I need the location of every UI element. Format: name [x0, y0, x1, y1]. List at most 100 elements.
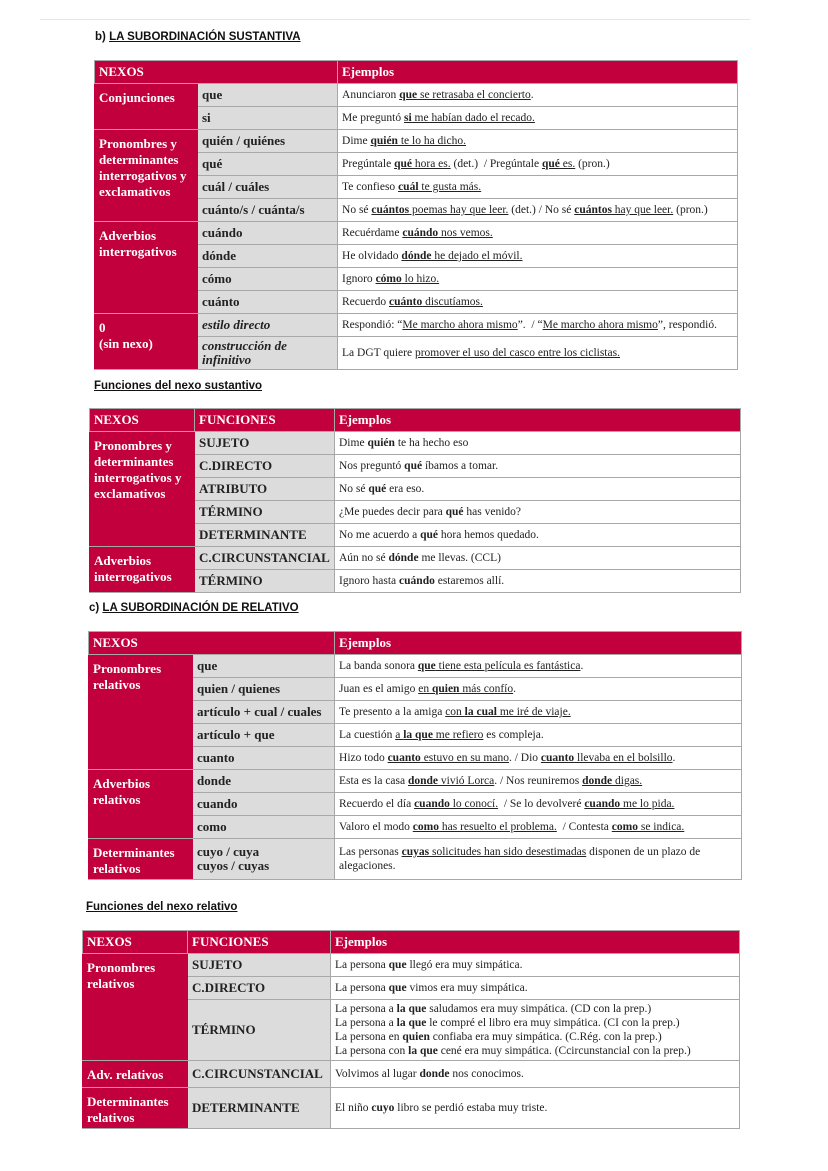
- example-cell: Valoro el modo como has resuelto el prob…: [334, 815, 742, 839]
- group-label: Pronombres y determinantes interrogativo…: [89, 431, 195, 547]
- nexo-cell: cuándo: [196, 221, 339, 245]
- table-subordinacion-relativo: NEXOS Ejemplos Pronombres relativos que La b…: [87, 631, 742, 880]
- example-cell: Las personas cuyas solicitudes han sido …: [334, 838, 742, 880]
- header-row: NEXOS FUNCIONES Ejemplos: [89, 408, 741, 432]
- column-header: Ejemplos: [334, 631, 742, 655]
- nexo-cell: TÉRMINO: [194, 500, 335, 524]
- nexo-cell: que: [191, 654, 336, 678]
- table-row: si Me preguntó si me habían dado el recad…: [95, 106, 738, 130]
- nexo-cell: construcción de infinitivo: [196, 336, 339, 370]
- example-cell: Te confieso cuál te gusta más.: [337, 175, 738, 199]
- nexo-cell: artículo + que: [191, 723, 336, 747]
- table-row: cuanto Hizo todo cuanto estuvo en su mano…: [89, 746, 742, 770]
- table-row: Pronombres relativos SUJETO La persona que…: [82, 953, 740, 1061]
- table-row: DETERMINANTE No me acuerdo a qué hora hem…: [90, 523, 741, 547]
- example-cell: La banda sonora que tiene esta película …: [334, 654, 742, 678]
- example-cell: Respondió: “Me marcho ahora mismo”. / “M…: [337, 313, 738, 337]
- nexo-cell: quien / quienes: [191, 677, 336, 701]
- group-label: Pronombres relativos: [82, 953, 188, 1061]
- group-label: 0 (sin nexo): [94, 313, 198, 370]
- example-cell: La persona que vimos era muy simpática.: [330, 976, 740, 1000]
- group-label: Adverbios interrogativos: [89, 546, 195, 593]
- example-cell: La persona a la que saludamos era muy si…: [330, 999, 740, 1061]
- table-row: cómo Ignoro cómo lo hizo.: [95, 267, 738, 291]
- table-row: TÉRMINO Ignoro hasta cuándo estaremos all…: [90, 569, 741, 593]
- group-label: Determinantes relativos: [88, 838, 193, 880]
- example-cell: Recuérdame cuándo nos vemos.: [337, 221, 738, 245]
- table-row: TÉRMINO La persona a la que saludamos era…: [83, 999, 740, 1061]
- nexo-cell: estilo directo: [196, 313, 339, 337]
- nexo-cell: cómo: [196, 267, 339, 291]
- section-heading-funciones-relativo: Funciones del nexo relativo: [86, 901, 238, 913]
- example-cell: Te presento a la amiga con la cual me ir…: [334, 700, 742, 724]
- column-header: Ejemplos: [330, 930, 740, 954]
- nexo-cell: dónde: [196, 244, 339, 268]
- table-row: artículo + cual / cuales Te presento a la…: [89, 700, 742, 724]
- example-cell: Volvimos al lugar donde nos conocimos.: [330, 1060, 740, 1088]
- nexo-cell: DETERMINANTE: [194, 523, 335, 547]
- example-cell: La persona que llegó era muy simpática.: [330, 953, 740, 977]
- nexo-cell: donde: [191, 769, 336, 793]
- nexo-cell: quién / quiénes: [196, 129, 339, 153]
- nexo-cell: C.CIRCUNSTANCIAL: [187, 1060, 331, 1088]
- table-row: Conjunciones que Anunciaron que se retrasa…: [94, 83, 738, 130]
- column-header: Ejemplos: [337, 60, 738, 84]
- table-row: artículo + que La cuestión a la que me re…: [89, 723, 742, 747]
- example-cell: El niño cuyo libro se perdió estaba muy …: [330, 1087, 740, 1129]
- example-cell: Ignoro cómo lo hizo.: [337, 267, 738, 291]
- table-row: cuando Recuerdo el día cuando lo conocí. …: [89, 792, 742, 816]
- table-row: TÉRMINO ¿Me puedes decir para qué has ven…: [90, 500, 741, 524]
- group-label: Pronombres relativos: [88, 654, 193, 770]
- nexo-cell: C.DIRECTO: [187, 976, 331, 1000]
- column-header: NEXOS: [93, 60, 339, 84]
- table-row: como Valoro el modo como has resuelto el …: [89, 815, 742, 839]
- table-row: ATRIBUTO No sé qué era eso.: [90, 477, 741, 501]
- table-row: C.DIRECTO La persona que vimos era muy si…: [83, 976, 740, 1000]
- nexo-cell: TÉRMINO: [187, 999, 331, 1061]
- table-row: Adverbios interrogativos C.CIRCUNSTANCIAL…: [89, 546, 741, 593]
- table-row: construcción de infinitivo La DGT quiere …: [95, 336, 738, 370]
- table-funciones-nexo-sustantivo: NEXOS FUNCIONES Ejemplos Pronombres y deter…: [89, 408, 741, 593]
- group-label: Conjunciones: [94, 83, 198, 130]
- header-row: NEXOS Ejemplos: [93, 60, 738, 84]
- table-row: Adv. relativos C.CIRCUNSTANCIAL Volvimos a…: [82, 1060, 740, 1088]
- table-row: C.DIRECTO Nos preguntó qué íbamos a tomar…: [90, 454, 741, 478]
- table-subordinacion-sustantiva: NEXOS Ejemplos Conjunciones que Anunciaron q…: [93, 60, 738, 370]
- nexo-cell: que: [196, 83, 339, 107]
- table-row: Pronombres y determinantes interrogativo…: [89, 431, 741, 547]
- nexo-cell: qué: [196, 152, 339, 176]
- nexo-cell: SUJETO: [194, 431, 335, 455]
- example-cell: Esta es la casa donde vivió Lorca. / Nos…: [334, 769, 742, 793]
- table-row: Adverbios interrogativos cuándo Recuérdame…: [94, 221, 738, 314]
- table-row: Adverbios relativos donde Esta es la casa …: [88, 769, 742, 839]
- nexo-cell: cuando: [191, 792, 336, 816]
- table-row: qué Pregúntale qué hora es. (det.) / Preg…: [95, 152, 738, 176]
- example-cell: Ignoro hasta cuándo estaremos allí.: [334, 569, 741, 593]
- group-label: Adverbios relativos: [88, 769, 193, 839]
- table-row: quien / quienes Juan es el amigo en quien…: [89, 677, 742, 701]
- table-row: cuánto Recuerdo cuánto discutíamos.: [95, 290, 738, 314]
- nexo-cell: C.DIRECTO: [194, 454, 335, 478]
- column-header: Ejemplos: [334, 408, 741, 432]
- group-label: Adv. relativos: [82, 1060, 188, 1088]
- nexo-cell: ATRIBUTO: [194, 477, 335, 501]
- table-row: Determinantes relativos cuyo / cuya cuyos …: [88, 838, 742, 880]
- example-cell: Me preguntó si me habían dado el recado.: [337, 106, 738, 130]
- example-cell: Aún no sé dónde me llevas. (CCL): [334, 546, 741, 570]
- example-cell: He olvidado dónde he dejado el móvil.: [337, 244, 738, 268]
- nexo-cell: DETERMINANTE: [187, 1087, 331, 1129]
- nexo-cell: TÉRMINO: [194, 569, 335, 593]
- nexo-cell: si: [196, 106, 339, 130]
- table-funciones-nexo-relativo: NEXOS FUNCIONES Ejemplos Pronombres relativ…: [82, 930, 740, 1129]
- section-heading-funciones-sustantivo: Funciones del nexo sustantivo: [94, 380, 263, 392]
- example-cell: Dime quién te ha hecho eso: [334, 431, 741, 455]
- column-header: NEXOS: [89, 408, 195, 432]
- example-cell: ¿Me puedes decir para qué has venido?: [334, 500, 741, 524]
- table-row: Pronombres y determinantes interrogativo…: [94, 129, 738, 222]
- nexo-cell: cuánto/s / cuánta/s: [196, 198, 339, 222]
- table-row: Pronombres relativos que La banda sonora q…: [88, 654, 742, 770]
- example-cell: Recuerdo cuánto discutíamos.: [337, 290, 738, 314]
- column-header: FUNCIONES: [187, 930, 331, 954]
- column-header: NEXOS: [87, 631, 336, 655]
- group-label: Adverbios interrogativos: [94, 221, 198, 314]
